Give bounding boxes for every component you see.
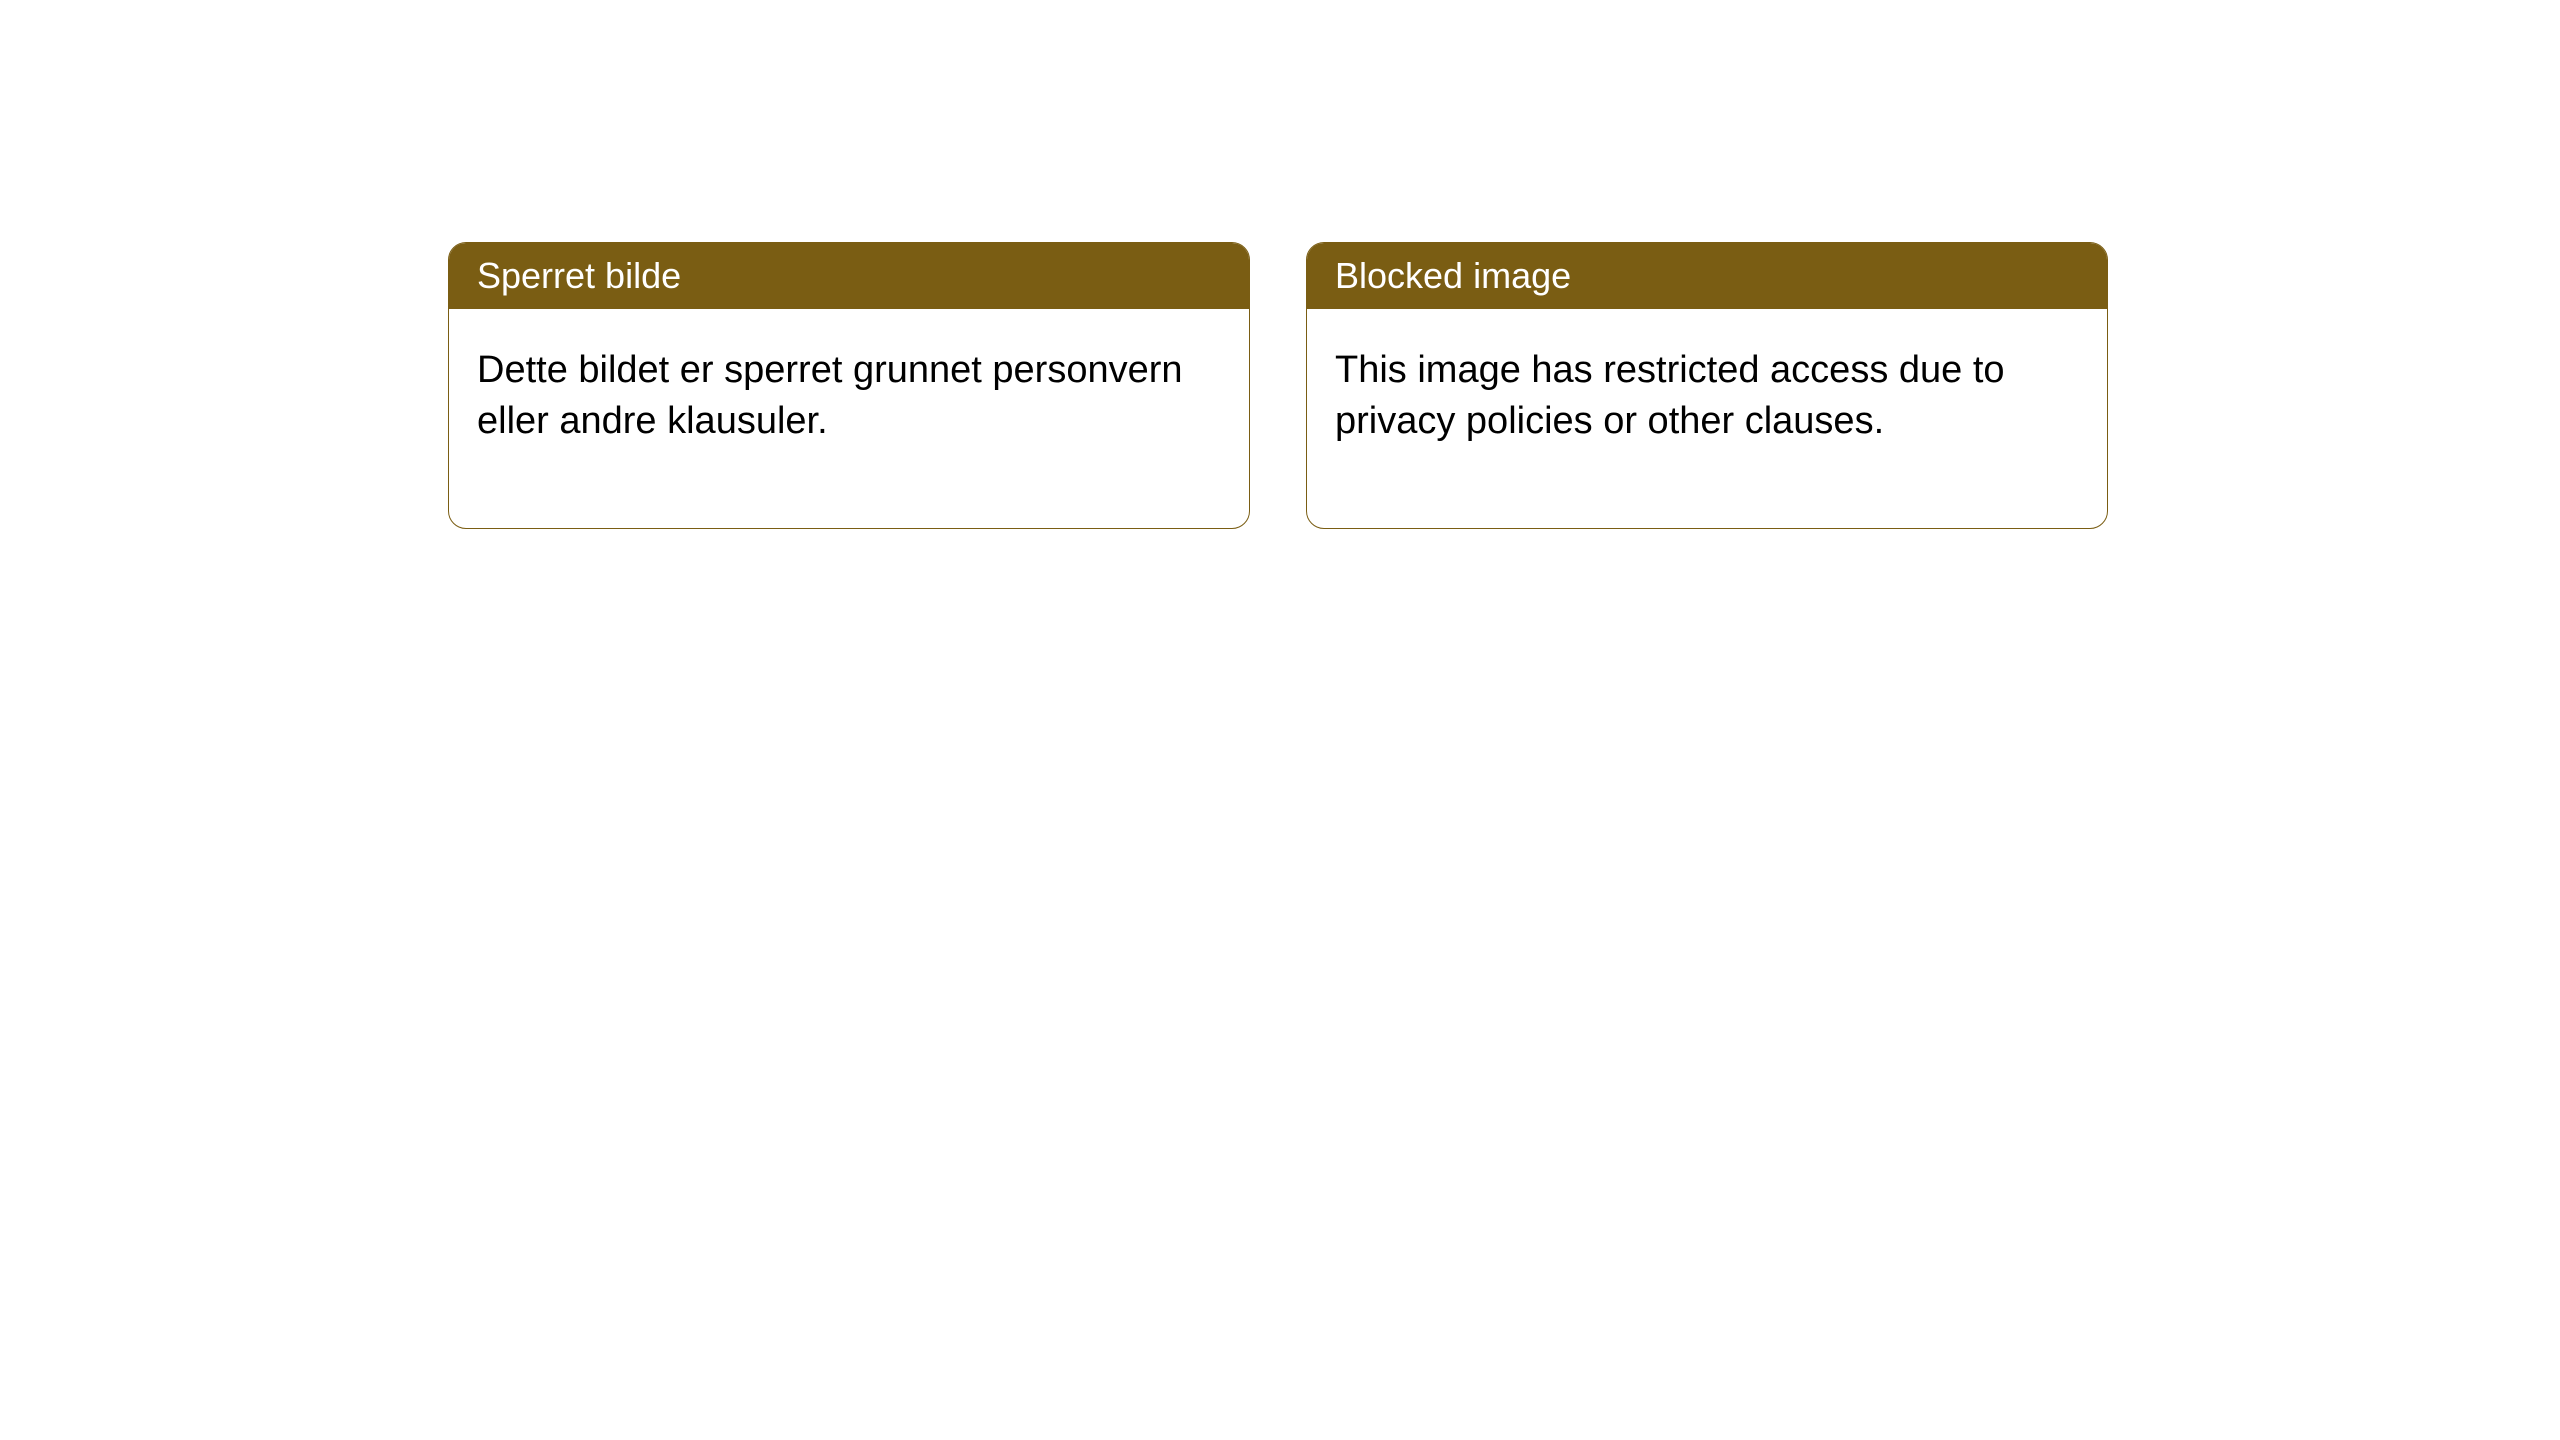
card-title-en: Blocked image bbox=[1335, 255, 1571, 296]
cards-container: Sperret bilde Dette bildet er sperret gr… bbox=[448, 242, 2108, 529]
card-message-en: This image has restricted access due to … bbox=[1335, 349, 2005, 442]
card-message-no: Dette bildet er sperret grunnet personve… bbox=[477, 349, 1183, 442]
card-body-en: This image has restricted access due to … bbox=[1307, 309, 2107, 528]
card-header-en: Blocked image bbox=[1307, 243, 2107, 309]
card-body-no: Dette bildet er sperret grunnet personve… bbox=[449, 309, 1249, 528]
card-header-no: Sperret bilde bbox=[449, 243, 1249, 309]
blocked-image-card-en: Blocked image This image has restricted … bbox=[1306, 242, 2108, 529]
blocked-image-card-no: Sperret bilde Dette bildet er sperret gr… bbox=[448, 242, 1250, 529]
card-title-no: Sperret bilde bbox=[477, 255, 681, 296]
